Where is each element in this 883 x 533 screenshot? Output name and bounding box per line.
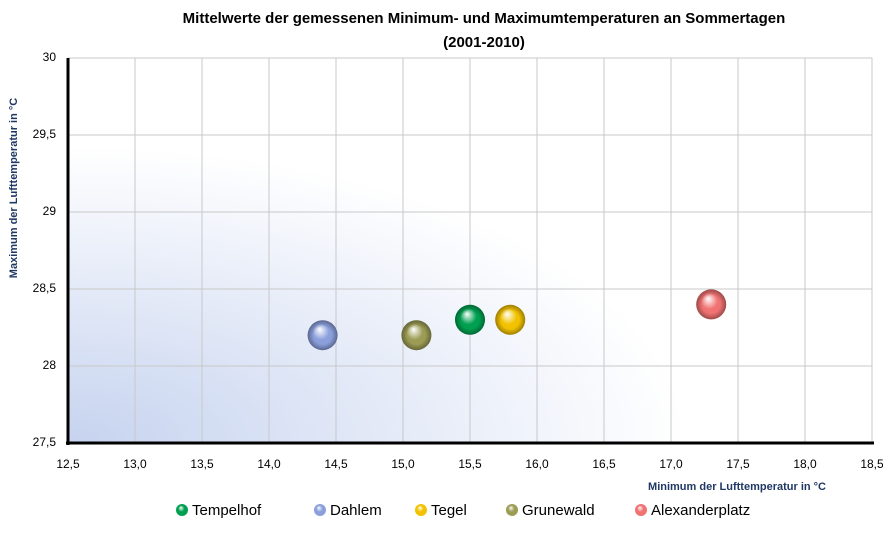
legend-label: Grunewald	[522, 502, 595, 519]
marker-shade	[455, 304, 485, 335]
y-tick-label: 28	[43, 358, 57, 372]
legend-label: Tegel	[431, 502, 467, 519]
chart-title: (2001-2010)	[443, 34, 525, 51]
marker-shade	[495, 304, 526, 335]
x-axis-title: Minimum der Lufttemperatur in °C	[648, 481, 826, 493]
x-tick-label: 18,0	[793, 457, 817, 471]
legend-label: Dahlem	[330, 502, 382, 519]
x-tick-label: 18,5	[860, 457, 883, 471]
x-tick-label: 13,0	[123, 457, 147, 471]
x-tick-label: 14,0	[257, 457, 281, 471]
y-tick-label: 29,5	[33, 127, 57, 141]
y-tick-label: 28,5	[33, 281, 57, 295]
y-tick-label: 27,5	[33, 435, 57, 449]
y-axis-title: Maximum der Lufttemperatur in °C	[8, 98, 20, 278]
legend-marker	[415, 504, 427, 516]
legend-marker	[506, 504, 518, 516]
x-tick-label: 15,0	[391, 457, 415, 471]
y-tick-label: 30	[43, 50, 57, 64]
x-tick-label: 13,5	[190, 457, 214, 471]
marker-shade	[401, 320, 432, 351]
legend-marker	[176, 504, 188, 516]
legend-marker	[314, 504, 326, 516]
x-tick-label: 15,5	[458, 457, 482, 471]
x-tick-label: 12,5	[56, 457, 80, 471]
marker-shade	[307, 320, 338, 351]
x-tick-label: 17,5	[726, 457, 750, 471]
legend-label: Tempelhof	[192, 502, 262, 519]
marker-shade	[696, 289, 727, 320]
legend-label: Alexanderplatz	[651, 502, 750, 519]
x-tick-label: 16,0	[525, 457, 549, 471]
chart-title: Mittelwerte der gemessenen Minimum- und …	[183, 10, 786, 27]
y-tick-label: 29	[43, 204, 57, 218]
x-tick-label: 16,5	[592, 457, 616, 471]
x-tick-label: 14,5	[324, 457, 348, 471]
x-tick-label: 17,0	[659, 457, 683, 471]
legend-marker	[635, 504, 647, 516]
